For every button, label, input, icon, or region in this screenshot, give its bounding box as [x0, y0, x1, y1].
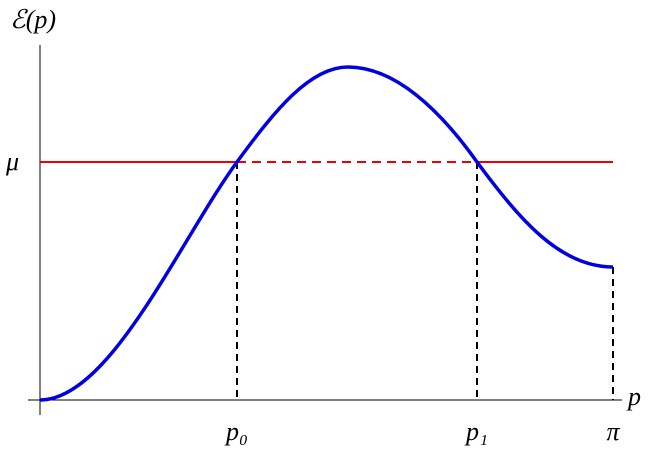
energy-curve: [39, 65, 614, 402]
p1-label: p₁: [464, 417, 488, 446]
pi-label: π: [606, 417, 620, 446]
mu-label: μ: [5, 147, 19, 176]
x-axis-label: p: [626, 382, 641, 411]
p0-label: p₀: [224, 417, 248, 446]
y-axis-label: ℰ(p): [10, 5, 56, 34]
